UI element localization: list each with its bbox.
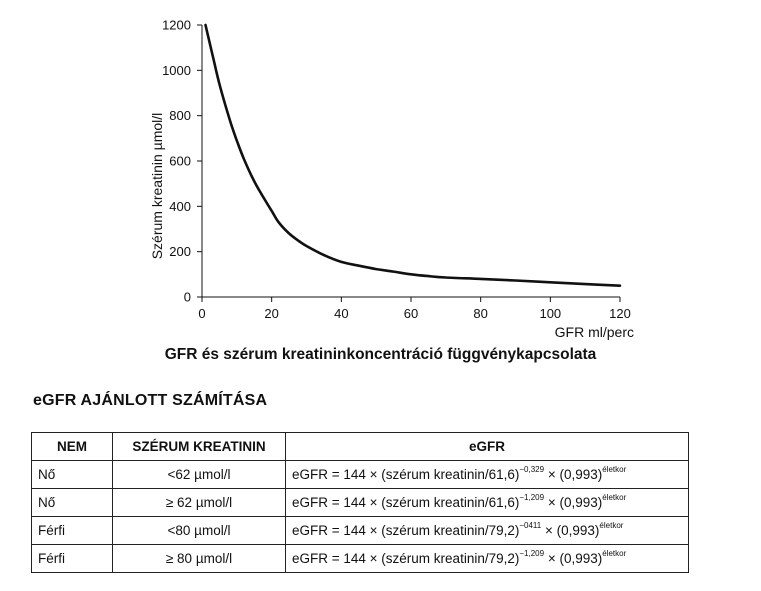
formula-text: eGFR = 144 × (szérum kreatinin/79,2) bbox=[292, 523, 520, 538]
y-tick-label: 1000 bbox=[162, 63, 191, 78]
formula-text: eGFR = 144 × (szérum kreatinin/61,6) bbox=[292, 467, 520, 482]
formula-exponent: −1,209 bbox=[519, 492, 545, 502]
formula-exponent: −1,209 bbox=[519, 548, 545, 558]
formula-factor: × (0,993) bbox=[545, 523, 600, 538]
table-row: Férfi ≥ 80 µmol/l eGFR = 144 × (szérum k… bbox=[31, 544, 689, 573]
egfr-table: NEM SZÉRUM KREATININ eGFR Nő <62 µmol/l … bbox=[31, 432, 689, 573]
age-exponent: életkor bbox=[602, 492, 627, 502]
header-creatinine: SZÉRUM KREATININ bbox=[112, 432, 286, 461]
cell-formula: eGFR = 144 × (szérum kreatinin/61,6)−0,3… bbox=[285, 460, 689, 489]
x-tick-label: 120 bbox=[609, 306, 631, 321]
x-axis-label: GFR ml/perc bbox=[555, 324, 634, 340]
table-row: Nő <62 µmol/l eGFR = 144 × (szérum kreat… bbox=[31, 460, 689, 489]
cell-creatinine: ≥ 62 µmol/l bbox=[112, 488, 286, 517]
y-tick-label: 1200 bbox=[162, 18, 191, 33]
y-tick-label: 800 bbox=[169, 108, 191, 123]
formula-factor: × (0,993) bbox=[547, 495, 603, 510]
header-egfr: eGFR bbox=[285, 432, 689, 461]
x-tick-label: 100 bbox=[539, 306, 561, 321]
chart-title: GFR és szérum kreatininkoncentráció függ… bbox=[164, 346, 597, 363]
formula-factor: × (0,993) bbox=[547, 551, 603, 566]
cell-sex: Férfi bbox=[31, 516, 113, 545]
series-line bbox=[204, 23, 622, 287]
formula-factor: × (0,993) bbox=[547, 467, 603, 482]
cell-sex: Férfi bbox=[31, 544, 113, 573]
y-tick-label: 200 bbox=[169, 244, 191, 259]
cell-creatinine: <62 µmol/l bbox=[112, 460, 286, 489]
x-tick-label: 60 bbox=[404, 306, 418, 321]
formula-exponent: −0,329 bbox=[519, 464, 545, 474]
table-row: Nő ≥ 62 µmol/l eGFR = 144 × (szérum krea… bbox=[31, 488, 689, 517]
age-exponent: életkor bbox=[599, 520, 624, 530]
cell-formula: eGFR = 144 × (szérum kreatinin/61,6)−1,2… bbox=[285, 488, 689, 517]
cell-formula: eGFR = 144 × (szérum kreatinin/79,2)−1,2… bbox=[285, 544, 689, 573]
y-tick-label: 600 bbox=[169, 154, 191, 169]
x-tick-label: 80 bbox=[473, 306, 487, 321]
cell-sex: Nő bbox=[31, 488, 113, 517]
age-exponent: életkor bbox=[602, 464, 627, 474]
age-exponent: életkor bbox=[602, 548, 627, 558]
y-tick-label: 400 bbox=[169, 199, 191, 214]
table-row: Férfi <80 µmol/l eGFR = 144 × (szérum kr… bbox=[31, 516, 689, 545]
formula-text: eGFR = 144 × (szérum kreatinin/61,6) bbox=[292, 495, 520, 510]
x-tick-label: 40 bbox=[334, 306, 348, 321]
cell-creatinine: ≥ 80 µmol/l bbox=[112, 544, 286, 573]
y-axis-label: Szérum kreatinin µmol/l bbox=[149, 113, 165, 260]
x-tick-label: 0 bbox=[198, 306, 205, 321]
x-tick-label: 20 bbox=[264, 306, 278, 321]
y-tick-label: 0 bbox=[184, 290, 191, 305]
cell-formula: eGFR = 144 × (szérum kreatinin/79,2)−041… bbox=[285, 516, 689, 545]
table-header-row: NEM SZÉRUM KREATININ eGFR bbox=[31, 432, 689, 461]
cell-creatinine: <80 µmol/l bbox=[112, 516, 286, 545]
header-sex: NEM bbox=[31, 432, 113, 461]
formula-text: eGFR = 144 × (szérum kreatinin/79,2) bbox=[292, 551, 520, 566]
section-title: eGFR AJÁNLOTT SZÁMÍTÁSA bbox=[33, 392, 268, 409]
formula-exponent: −0411 bbox=[519, 520, 542, 530]
cell-sex: Nő bbox=[31, 460, 113, 489]
